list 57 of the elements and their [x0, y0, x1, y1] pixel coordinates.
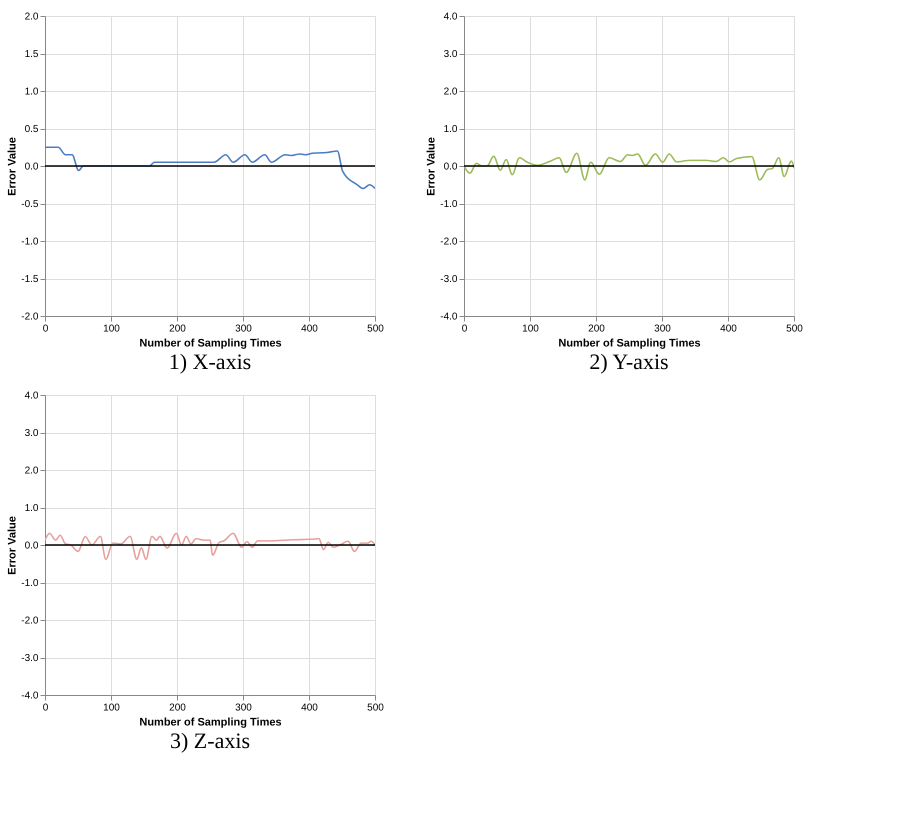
- x-axis-title: Number of Sampling Times: [558, 338, 701, 350]
- x-tick-label: 0: [42, 324, 49, 334]
- y-tick-label: 0.0: [444, 162, 458, 172]
- x-tick-label: 400: [720, 324, 738, 334]
- x-tick-label: 300: [235, 324, 252, 334]
- x-tick-label: 200: [588, 324, 606, 334]
- y-tick-label: -2.0: [21, 312, 39, 322]
- y-tick-label: -4.0: [21, 690, 39, 702]
- y-tick-label: 1.0: [444, 124, 458, 135]
- y-tick-label: -1.0: [440, 199, 458, 210]
- line-series: [45, 146, 375, 190]
- y-tick-label: -1.5: [21, 274, 39, 285]
- y-tick-label: -1.0: [21, 236, 39, 248]
- line-series: [464, 152, 794, 181]
- x-tick-label: 300: [235, 702, 252, 714]
- y-tick-label: -0.5: [21, 199, 39, 210]
- text: 2) Y-axis: [589, 349, 669, 374]
- y-tick-label: -3.0: [440, 274, 458, 285]
- x-tick-label: 100: [103, 702, 120, 714]
- x-tick-label: 300: [654, 324, 672, 334]
- y-axis-title: Error Value: [6, 137, 18, 196]
- x-tick-label: 100: [103, 324, 120, 334]
- y-tick-label: -1.0: [21, 578, 39, 589]
- y-tick-label: 4.0: [444, 12, 458, 22]
- x-tick-label: 200: [169, 702, 186, 714]
- x-tick-label: 400: [301, 324, 318, 334]
- y-tick-label: -4.0: [440, 312, 458, 322]
- x-axis-title: Number of Sampling Times: [139, 338, 282, 350]
- y-tick-label: 2.0: [444, 86, 458, 98]
- x-tick-label: 500: [367, 324, 384, 334]
- y-tick-label: 1.0: [24, 86, 39, 98]
- x-tick-label: 0: [462, 324, 468, 334]
- x-tick-label: 500: [367, 702, 384, 714]
- y-tick-label: 0.0: [24, 540, 39, 552]
- y-axis-title: Error Value: [6, 516, 18, 575]
- y-tick-label: -2.0: [21, 616, 39, 626]
- x-tick-label: 500: [786, 324, 804, 334]
- y-tick-label: 1.5: [24, 49, 39, 60]
- y-tick-label: 3.0: [444, 49, 458, 60]
- y-tick-label: -3.0: [21, 653, 39, 664]
- y-tick-label: 2.0: [24, 12, 39, 22]
- x-tick-label: 0: [42, 702, 49, 714]
- x-axis-title: Number of Sampling Times: [139, 716, 282, 728]
- y-tick-label: 0.5: [24, 124, 39, 135]
- y-tick-label: 2.0: [24, 466, 39, 476]
- x-tick-label: 200: [169, 324, 186, 334]
- text: 3) Z-axis: [170, 728, 250, 753]
- y-axis-title: Error Value: [425, 137, 438, 196]
- x-tick-label: 400: [301, 702, 318, 714]
- y-tick-label: -2.0: [440, 236, 458, 248]
- line-series: [45, 532, 375, 560]
- y-tick-label: 4.0: [24, 390, 39, 402]
- y-tick-label: 0.0: [24, 162, 39, 172]
- y-tick-label: 1.0: [24, 503, 39, 514]
- y-tick-label: 3.0: [24, 428, 39, 439]
- x-tick-label: 100: [522, 324, 540, 334]
- text: 1) X-axis: [168, 349, 252, 374]
